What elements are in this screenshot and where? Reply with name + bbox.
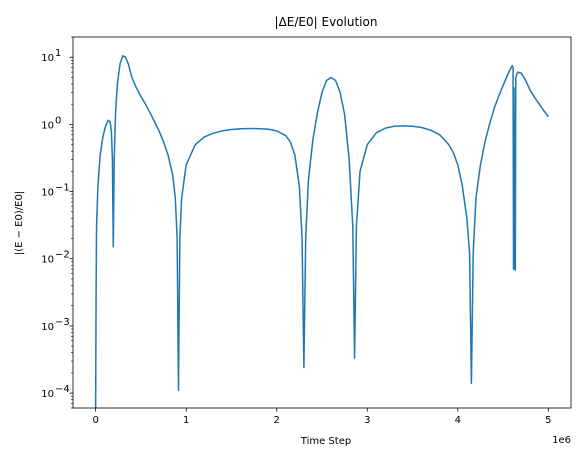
y-tick-exponent: 0 xyxy=(55,115,61,126)
y-tick-label: 10 xyxy=(41,53,54,64)
x-tick-label: 2 xyxy=(274,415,280,426)
series-line-0 xyxy=(94,55,549,408)
y-tick-exponent: −4 xyxy=(55,384,70,395)
x-axis-offset-label: 1e6 xyxy=(552,435,571,446)
x-tick-label: 1 xyxy=(183,415,189,426)
y-tick-exponent: −1 xyxy=(55,183,70,194)
y-tick-label: 10 xyxy=(41,255,54,266)
y-tick-exponent: 1 xyxy=(55,48,61,59)
y-tick-label: 10 xyxy=(41,322,54,333)
plot-frame xyxy=(72,36,572,409)
x-tick-label: 5 xyxy=(545,415,551,426)
y-tick-label: 10 xyxy=(41,120,54,131)
y-tick-label: 10 xyxy=(41,389,54,400)
y-tick-exponent: −2 xyxy=(55,250,70,261)
chart-title: |ΔE/E0| Evolution xyxy=(275,15,378,29)
plot-area xyxy=(94,55,549,408)
x-tick-label: 0 xyxy=(92,415,98,426)
y-tick-exponent: −3 xyxy=(55,317,70,328)
x-axis-label: Time Step xyxy=(300,436,351,447)
y-tick-label: 10 xyxy=(41,188,54,199)
y-axis-label: |(E − E0)/E0| xyxy=(14,191,25,255)
x-tick-label: 4 xyxy=(455,415,461,426)
x-tick-label: 3 xyxy=(364,415,370,426)
